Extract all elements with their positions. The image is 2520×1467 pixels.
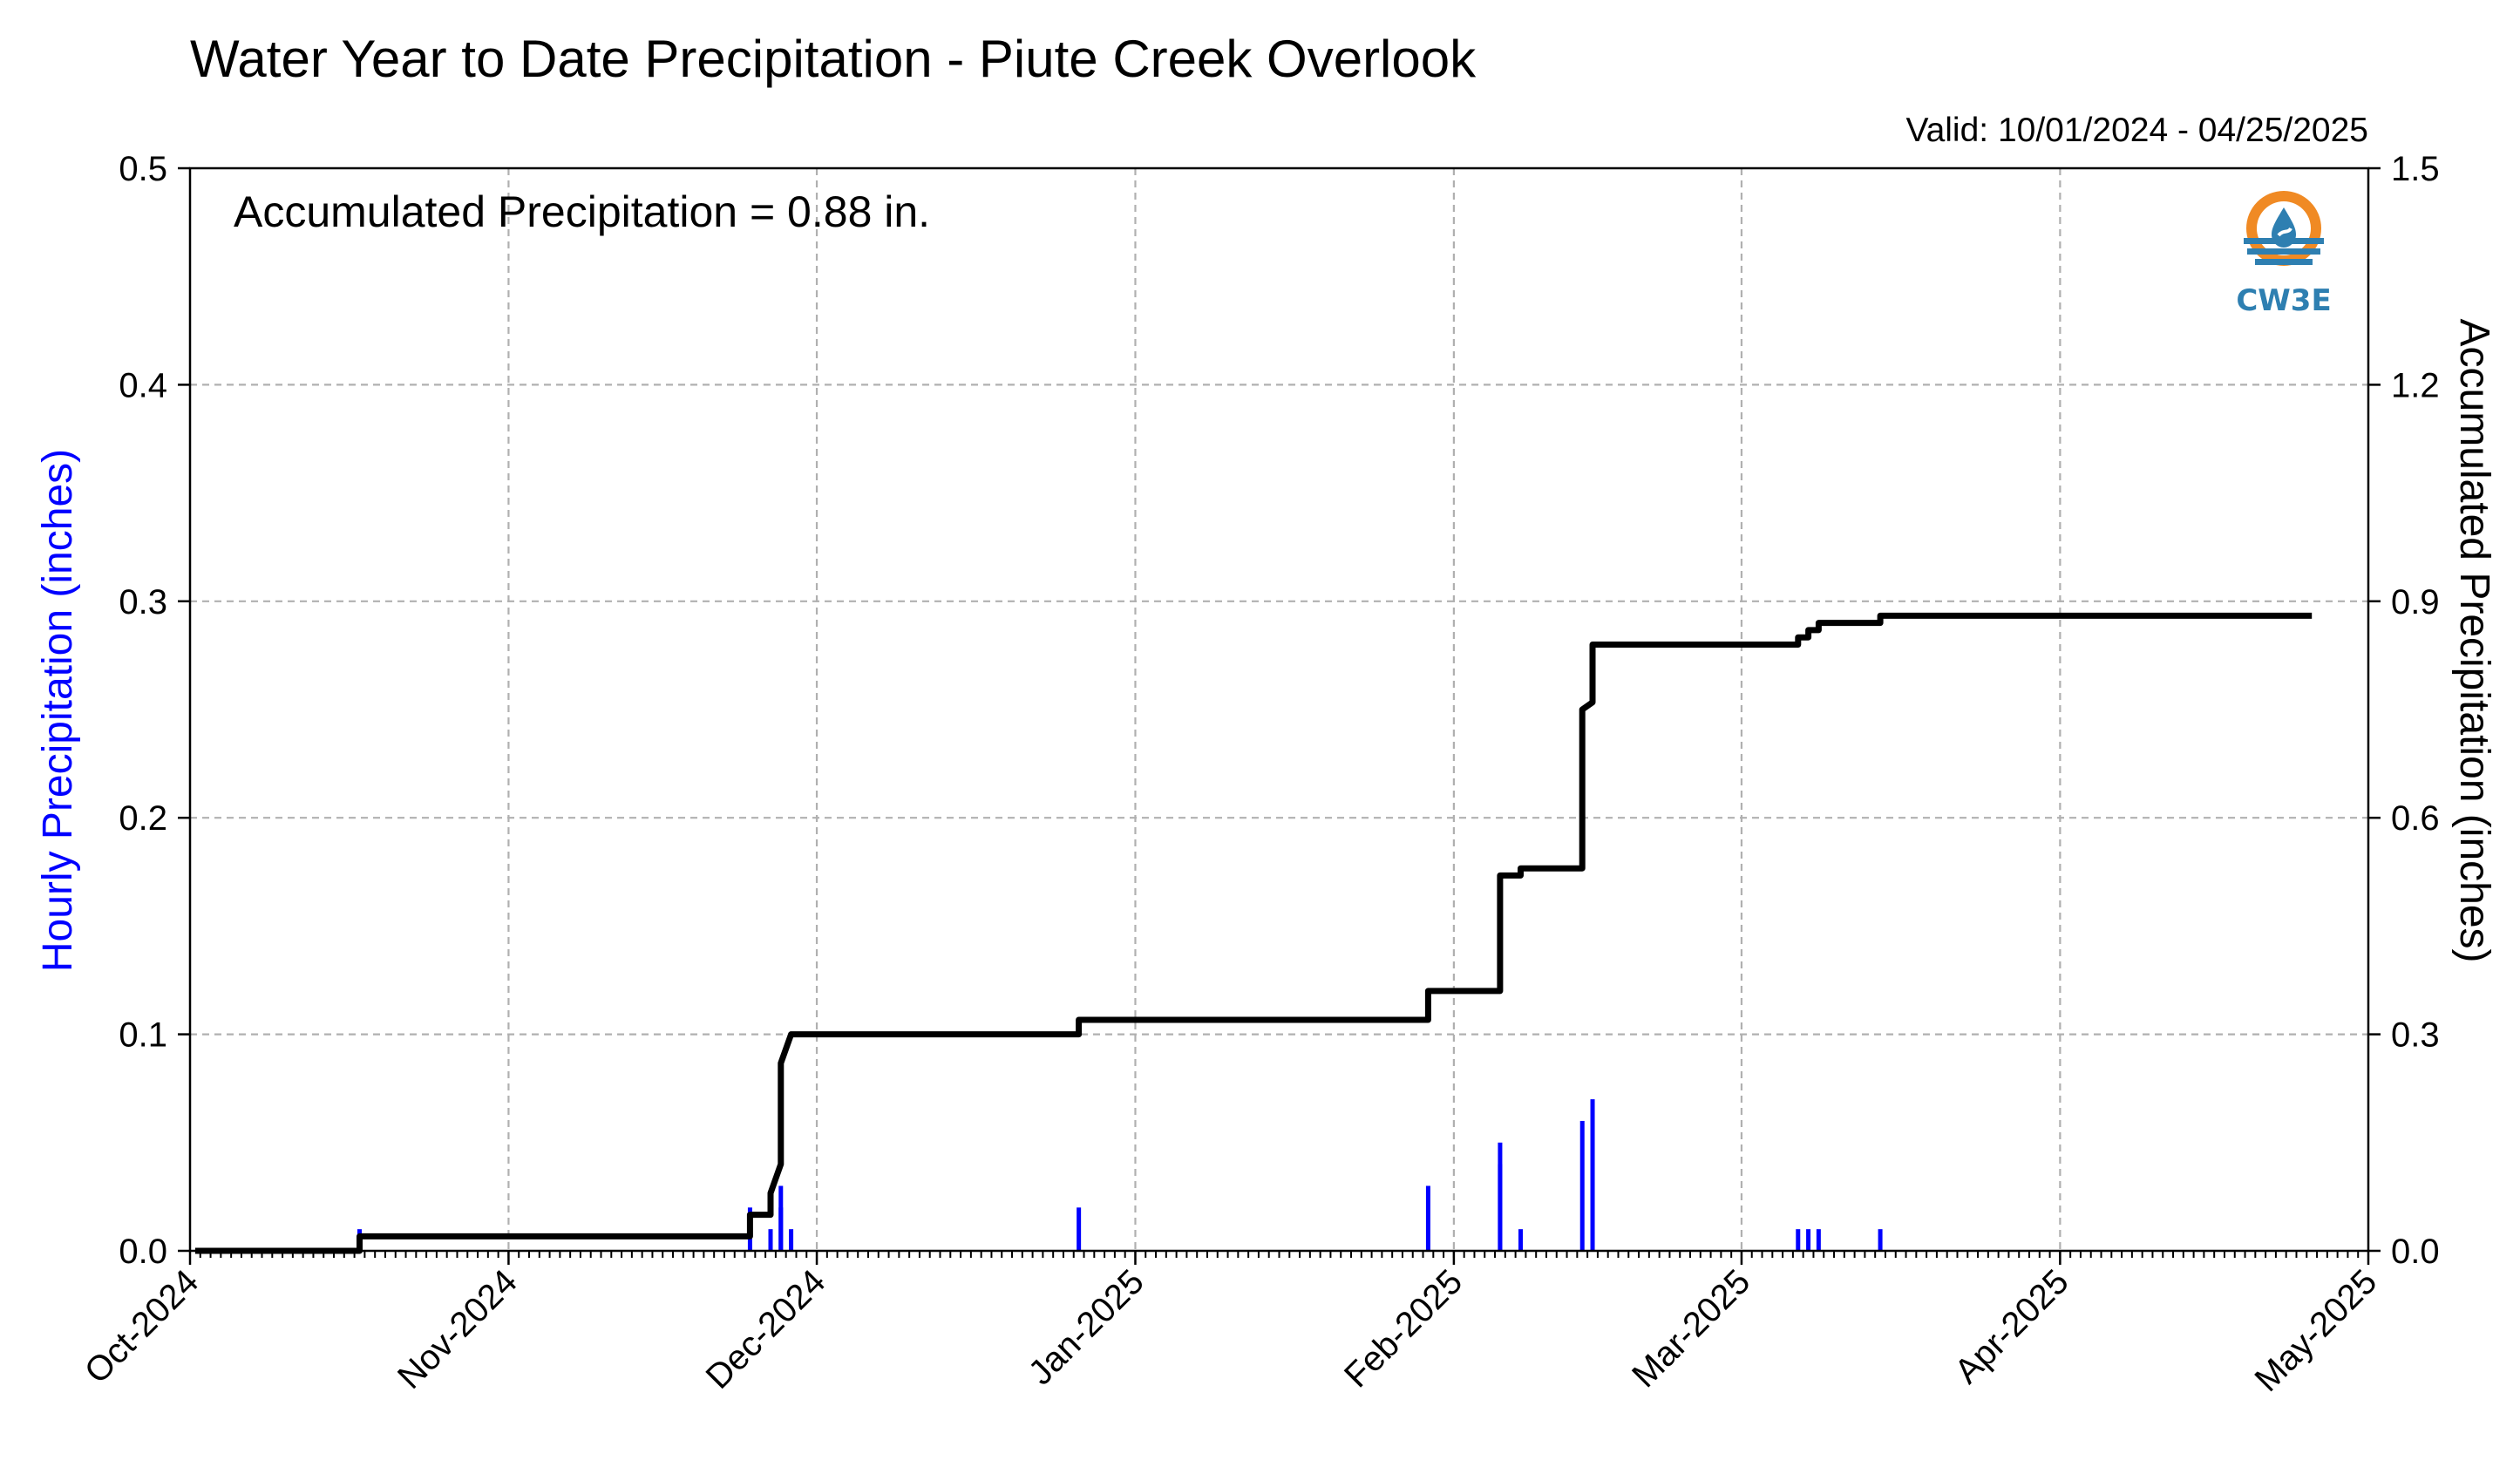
y-axis-right-label: Accumulated Precipitation (inches)	[2451, 318, 2497, 962]
grid-layer	[190, 168, 2368, 1251]
chart-title: Water Year to Date Precipitation - Piute…	[190, 30, 1477, 88]
hourly-precip-bar	[1816, 1229, 1821, 1251]
y-left-tick-label: 0.2	[119, 799, 167, 838]
logo-wave-2	[2247, 248, 2320, 255]
y-axis-left-label: Hourly Precipitation (inches)	[35, 449, 81, 972]
water-drop-icon	[2272, 207, 2296, 248]
hourly-precip-bar	[1498, 1164, 1503, 1251]
accumulated-total-annotation: Accumulated Precipitation = 0.88 in.	[234, 187, 930, 236]
y-right-tick-label: 0.3	[2391, 1016, 2440, 1055]
hourly-precip-bar	[1806, 1229, 1811, 1251]
y-right-tick-label: 1.2	[2391, 366, 2440, 404]
y-right-tick-label: 0.0	[2391, 1233, 2440, 1271]
y-left-tick-label: 0.5	[119, 150, 167, 188]
y-left-tick-label: 0.1	[119, 1016, 167, 1055]
hourly-precip-bar	[1590, 1099, 1595, 1251]
hourly-precip-bar	[1878, 1229, 1883, 1251]
accumulated-line-layer	[194, 612, 2313, 1254]
logo-drop-highlight	[2277, 227, 2292, 237]
hourly-precip-bar	[768, 1229, 773, 1251]
hourly-bars	[357, 1099, 1883, 1251]
y-right-tick-label: 0.6	[2391, 799, 2440, 838]
logo-wave-3	[2255, 259, 2313, 265]
accumulated-precip-line	[194, 612, 2313, 1254]
hourly-precip-bar	[1077, 1207, 1082, 1251]
logo-text: CW3E	[2236, 283, 2331, 318]
logo-wave-1	[2244, 238, 2324, 244]
hourly-precip-bar	[1796, 1229, 1801, 1251]
hourly-precip-bar	[1518, 1229, 1524, 1251]
y-right-tick-label: 1.5	[2391, 150, 2440, 188]
hourly-precip-bar	[778, 1185, 784, 1251]
hourly-precip-bar	[789, 1229, 794, 1251]
valid-date-range: Valid: 10/01/2024 - 04/25/2025	[1905, 112, 2368, 149]
hourly-precip-bar	[1425, 1185, 1430, 1251]
y-left-tick-label: 0.0	[119, 1233, 167, 1271]
hourly-precip-bar	[1579, 1120, 1585, 1251]
axes-layer	[178, 166, 2381, 1265]
y-left-tick-label: 0.3	[119, 583, 167, 621]
y-left-tick-label: 0.4	[119, 366, 167, 404]
y-right-tick-label: 0.9	[2391, 583, 2440, 621]
cw3e-logo: CW3E	[2236, 191, 2332, 318]
